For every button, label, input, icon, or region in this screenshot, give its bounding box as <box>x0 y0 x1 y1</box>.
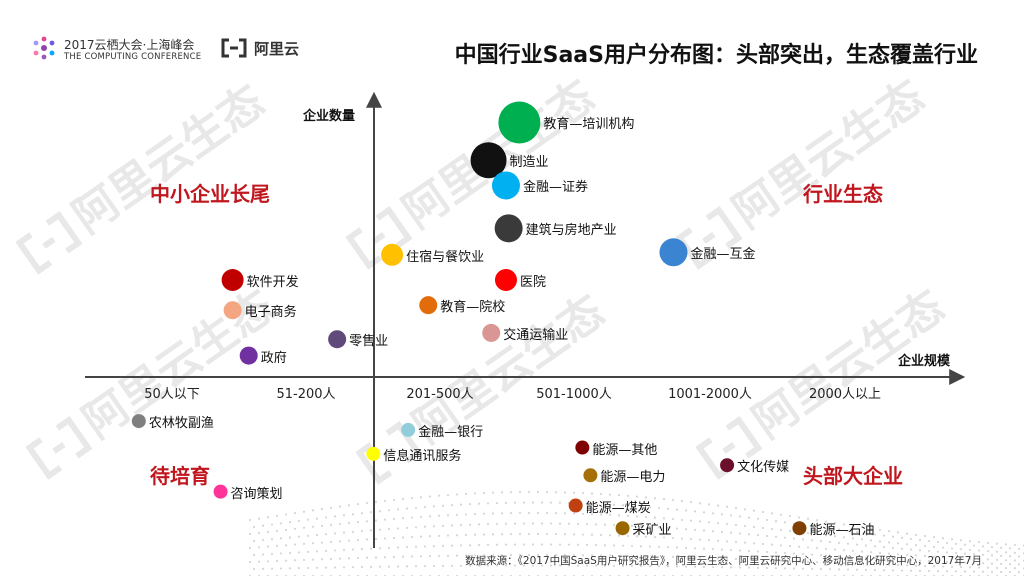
data-points <box>131 101 807 536</box>
data-point-label: 金融—证券 <box>522 180 588 196</box>
data-point-label: 住宿与餐饮业 <box>406 249 485 265</box>
data-point-label: 咨询策划 <box>230 486 283 502</box>
y-axis-title: 企业数量 <box>303 109 356 124</box>
data-point-label: 零售业 <box>349 334 389 350</box>
data-point-label: 制造业 <box>509 155 549 171</box>
data-point-label: 文化传媒 <box>737 460 790 476</box>
data-point-label: 电子商务 <box>244 305 297 321</box>
data-point <box>131 414 146 429</box>
aliyun-logo: 阿里云 <box>220 37 299 59</box>
data-point <box>498 101 541 144</box>
data-point-label: 金融—银行 <box>418 424 484 440</box>
data-point <box>470 142 507 179</box>
data-point-label: 能源—其他 <box>592 442 658 458</box>
x-tick-label: 1001-2000人 <box>668 387 752 402</box>
data-point-label: 能源—煤炭 <box>585 500 651 516</box>
x-tick-label: 2000人以上 <box>808 387 882 402</box>
data-point <box>223 301 242 320</box>
data-point-label: 金融—互金 <box>690 247 756 263</box>
data-point-label: 能源—石油 <box>809 523 875 539</box>
quadrant-label-bottom-right: 头部大企业 <box>803 464 903 488</box>
data-point <box>239 346 258 365</box>
page-title: 中国行业SaaS用户分布图：头部突出，生态覆盖行业 <box>454 43 978 68</box>
aliyun-logo-icon <box>221 38 247 58</box>
data-point <box>213 484 228 499</box>
data-point-label: 采矿业 <box>632 523 672 539</box>
conference-subtitle: THE COMPUTING CONFERENCE <box>64 52 202 62</box>
data-point <box>221 268 244 291</box>
quadrant-label-bottom-left: 待培育 <box>150 464 210 488</box>
data-point <box>615 521 630 536</box>
x-tick-label: 51-200人 <box>276 387 336 402</box>
x-tick-label: 201-500人 <box>406 387 474 402</box>
x-tick-label: 501-1000人 <box>536 387 612 402</box>
data-point-label: 能源—电力 <box>600 470 666 486</box>
data-point-label: 农林牧副渔 <box>148 416 214 432</box>
data-point <box>720 458 735 473</box>
data-point-label: 交通运输业 <box>503 327 569 343</box>
data-point <box>419 296 438 315</box>
conference-logo-icon <box>33 36 55 60</box>
x-tick-label: 50人以下 <box>144 387 200 402</box>
data-point <box>494 214 523 243</box>
data-point-label: 教育—院校 <box>440 300 506 316</box>
data-point <box>381 243 404 266</box>
data-point <box>328 330 347 349</box>
data-point <box>482 323 501 342</box>
brand-name: 阿里云 <box>254 39 300 58</box>
data-point <box>401 422 416 437</box>
quadrant-label-top-left: 中小企业长尾 <box>150 182 270 206</box>
data-point-label: 信息通讯服务 <box>383 448 462 464</box>
x-axis-title: 企业规模 <box>898 354 951 369</box>
data-point-label: 建筑与房地产业 <box>525 223 617 239</box>
data-point <box>494 268 517 291</box>
data-point-label: 软件开发 <box>246 274 299 290</box>
data-point <box>575 440 590 455</box>
data-point <box>659 238 688 267</box>
quadrant-label-top-right: 行业生态 <box>803 182 883 206</box>
data-point <box>568 498 583 513</box>
data-point <box>366 446 381 461</box>
data-point <box>491 171 520 200</box>
data-point <box>583 468 598 483</box>
data-point-label: 医院 <box>519 274 546 290</box>
data-point-label: 政府 <box>260 350 287 366</box>
source-note: 数据来源：《2017中国SaaS用户研究报告》，阿里云生态、阿里云研究中心、移动… <box>465 555 982 567</box>
conference-title: 2017云栖大会·上海峰会 <box>64 38 195 52</box>
data-point-label: 教育—培训机构 <box>543 117 635 133</box>
data-point <box>792 521 807 536</box>
